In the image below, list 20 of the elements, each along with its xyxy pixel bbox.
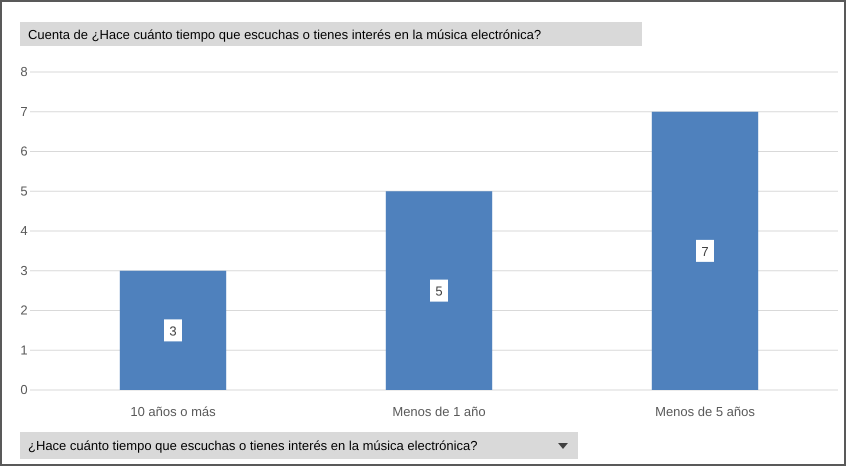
y-tick-label: 5 <box>20 183 28 198</box>
x-axis-title: ¿Hace cuánto tiempo que escuchas o tienes interés en la música electrónica? <box>28 438 478 453</box>
data-label: 7 <box>701 244 709 259</box>
y-tick-label: 2 <box>20 302 28 318</box>
data-label: 5 <box>435 284 443 299</box>
y-tick-label: 8 <box>20 64 28 79</box>
bar <box>386 191 492 390</box>
bar <box>120 270 226 390</box>
x-tick-label: Menos de 1 año <box>392 404 486 419</box>
chart-title: Cuenta de ¿Hace cuánto tiempo que escuchas o tienes interés en la música electrónica? <box>28 27 542 42</box>
y-tick-label: 0 <box>20 382 28 397</box>
x-tick-label: Menos de 5 años <box>655 404 756 419</box>
y-tick-label: 3 <box>20 262 28 278</box>
y-tick-label: 7 <box>20 104 28 119</box>
data-label: 3 <box>169 323 177 338</box>
y-tick-label: 1 <box>20 342 28 358</box>
y-tick-label: 4 <box>20 223 28 238</box>
y-tick-label: 6 <box>20 144 28 158</box>
bar <box>652 112 758 390</box>
x-tick-label: 10 años o más <box>130 404 216 419</box>
